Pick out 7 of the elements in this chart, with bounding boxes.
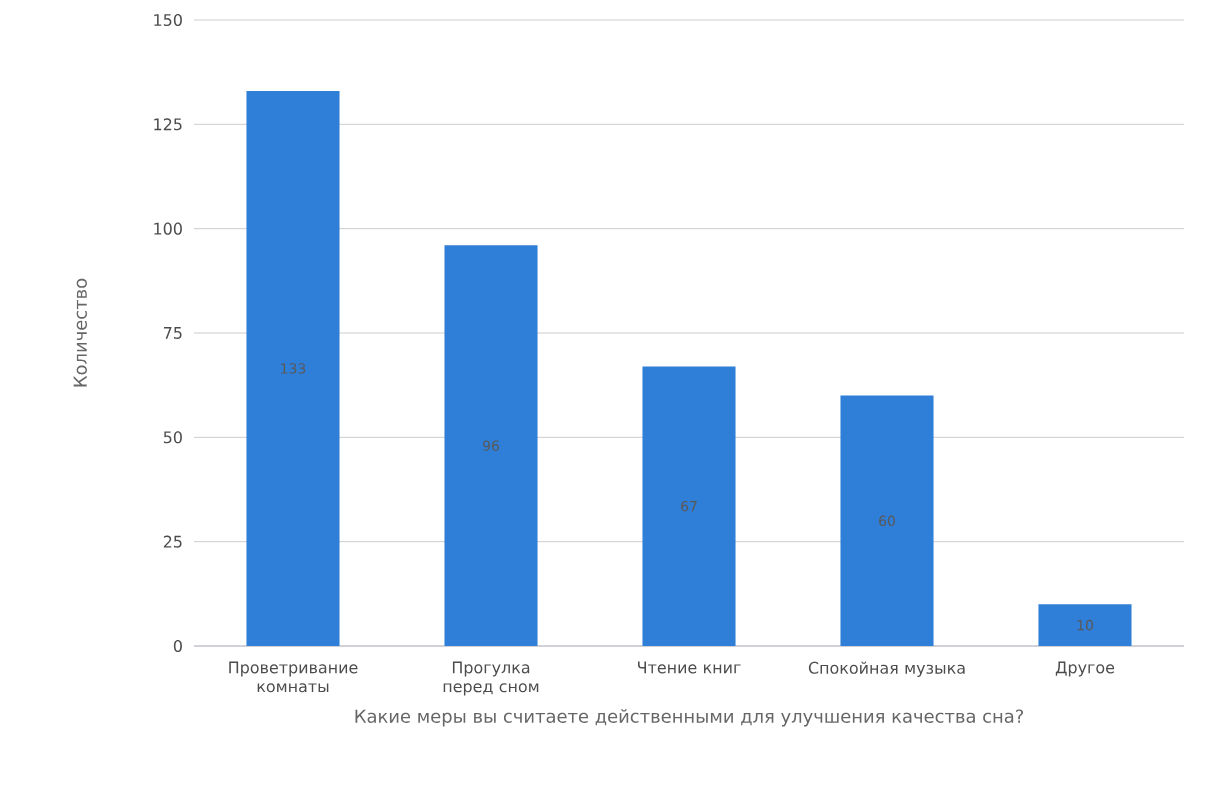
bar <box>246 90 340 646</box>
bar <box>1038 604 1132 646</box>
y-axis-title: Количество <box>73 278 87 387</box>
bar <box>642 366 736 646</box>
x-axis-title: Какие меры вы считаете действенными для улучшения качества сна? <box>355 709 1024 727</box>
bar <box>444 245 538 646</box>
bar <box>840 395 934 646</box>
